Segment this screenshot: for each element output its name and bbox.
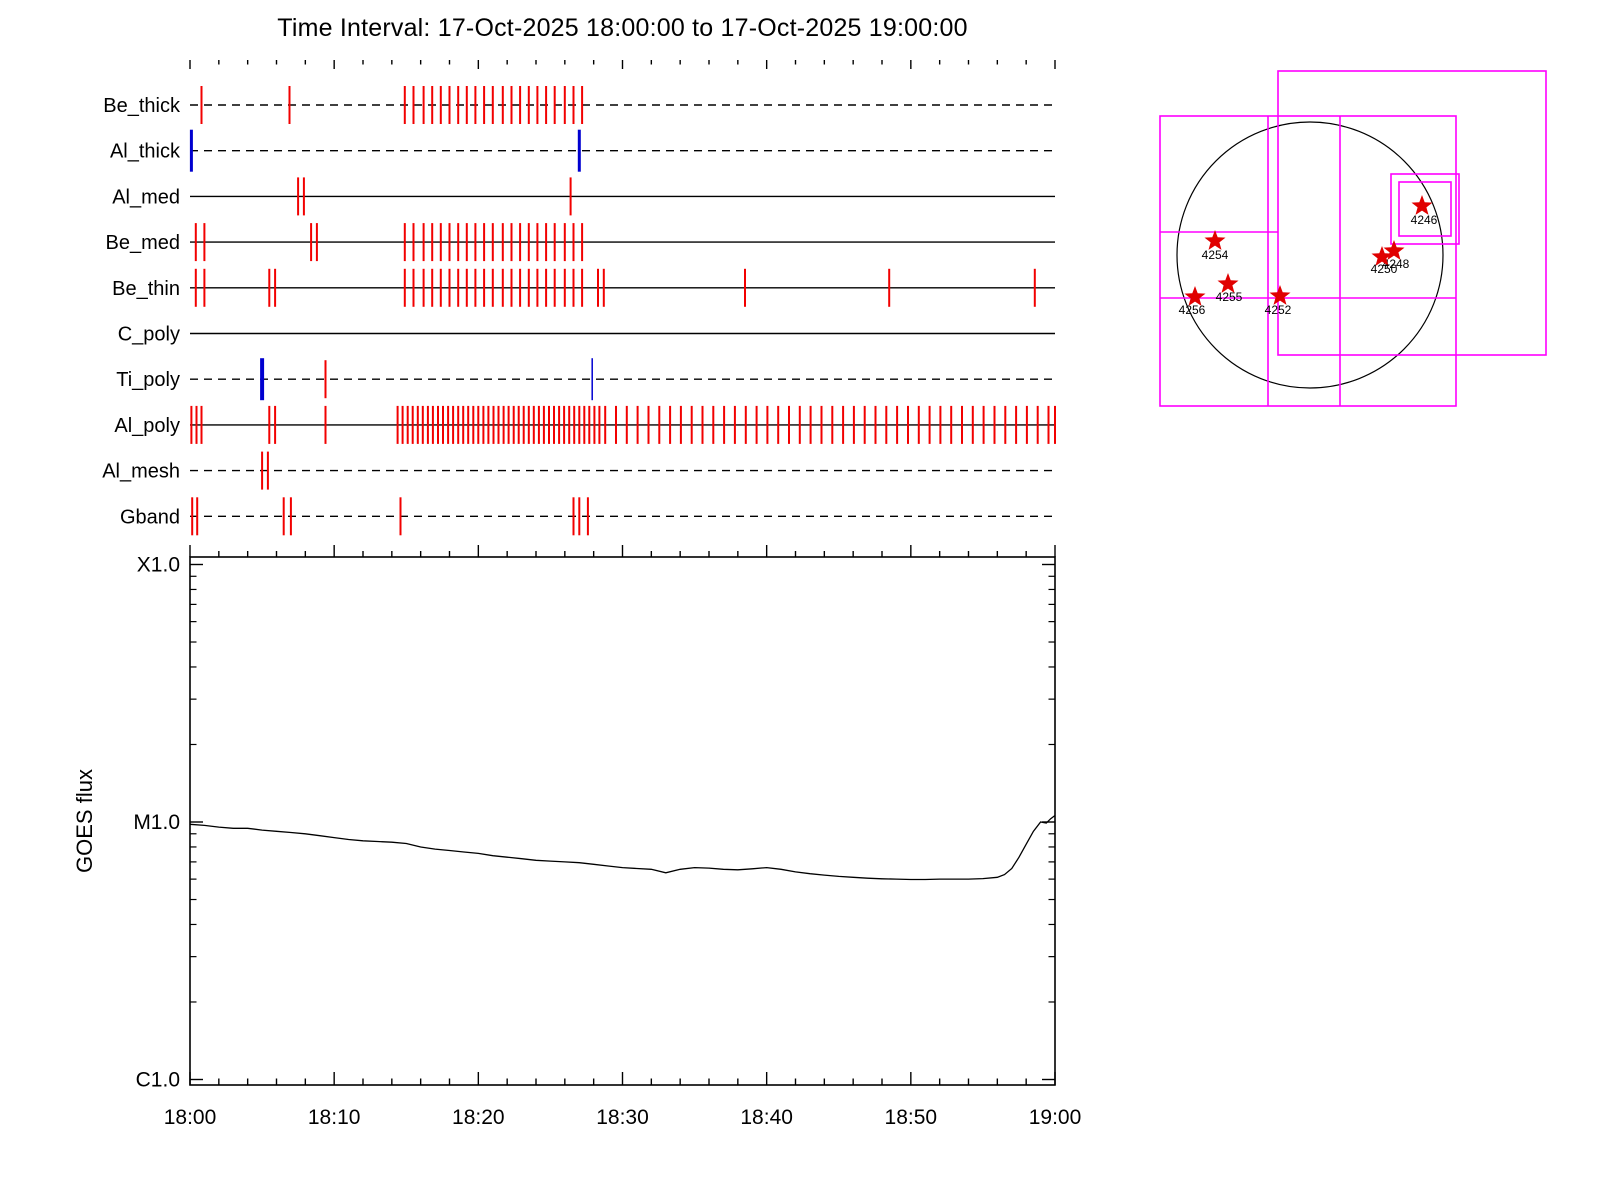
active-region-label: 4252	[1265, 303, 1292, 317]
channel-label-Al_thick: Al_thick	[110, 141, 181, 163]
fov-rect	[1159, 115, 1457, 407]
channel-label-Be_med: Be_med	[106, 232, 181, 254]
x-tick-label: 19:00	[1029, 1106, 1082, 1129]
channel-label-Be_thick: Be_thick	[103, 95, 181, 117]
filter-timeline-panel: Be_thick Al_thick Al_med Be_med Be_thin C_pol…	[102, 60, 1056, 557]
x-tick-label: 18:10	[308, 1106, 361, 1129]
active-region-label: 4248	[1383, 257, 1410, 271]
y-tick-label: X1.0	[137, 554, 180, 577]
fov-rect	[1390, 173, 1460, 245]
active-region-label: 4250	[1371, 262, 1398, 276]
goes-frame	[189, 556, 1056, 1086]
channel-label-Al_poly: Al_poly	[114, 415, 180, 437]
goes-flux-panel: 18:00 18:10 18:20 18:30 18:40 18:50 19:00 X1.0 M…	[72, 554, 1081, 1130]
active-region-star	[1383, 240, 1405, 260]
channel-label-C_poly: C_poly	[118, 324, 180, 346]
goes-flux-curve	[189, 814, 1056, 881]
active-region-star	[1217, 273, 1239, 293]
x-tick-label: 18:30	[596, 1106, 649, 1129]
fov-rect	[1398, 181, 1452, 237]
active-region-label: 4254	[1202, 248, 1229, 262]
active-region-label: 4255	[1216, 290, 1243, 304]
active-region-star	[1371, 246, 1393, 266]
channel-label-Gband: Gband	[120, 506, 180, 528]
chart-title: Time Interval: 17-Oct-2025 18:00:00 to 1…	[277, 14, 968, 42]
channel-label-Al_med: Al_med	[112, 186, 180, 208]
x-tick-label: 18:50	[885, 1106, 938, 1129]
channel-label-Al_mesh: Al_mesh	[102, 461, 180, 483]
active-region-star	[1269, 285, 1291, 305]
x-tick-label: 18:20	[452, 1106, 505, 1129]
y-tick-label: C1.0	[136, 1069, 180, 1092]
active-region-star	[1204, 230, 1226, 250]
goes-ylabel: GOES flux	[72, 769, 97, 873]
active-region-label: 4246	[1411, 213, 1438, 227]
solar-limb-circle	[1176, 121, 1444, 389]
active-region-star	[1411, 195, 1433, 215]
x-tick-label: 18:00	[164, 1106, 217, 1129]
channel-label-Ti_poly: Ti_poly	[116, 369, 180, 391]
channel-label-Be_thin: Be_thin	[112, 278, 180, 300]
active-region-star	[1184, 286, 1206, 306]
x-tick-label: 18:40	[740, 1106, 793, 1129]
y-tick-label: M1.0	[133, 811, 180, 834]
fov-rect	[1277, 70, 1547, 356]
active-region-label: 4256	[1179, 303, 1206, 317]
